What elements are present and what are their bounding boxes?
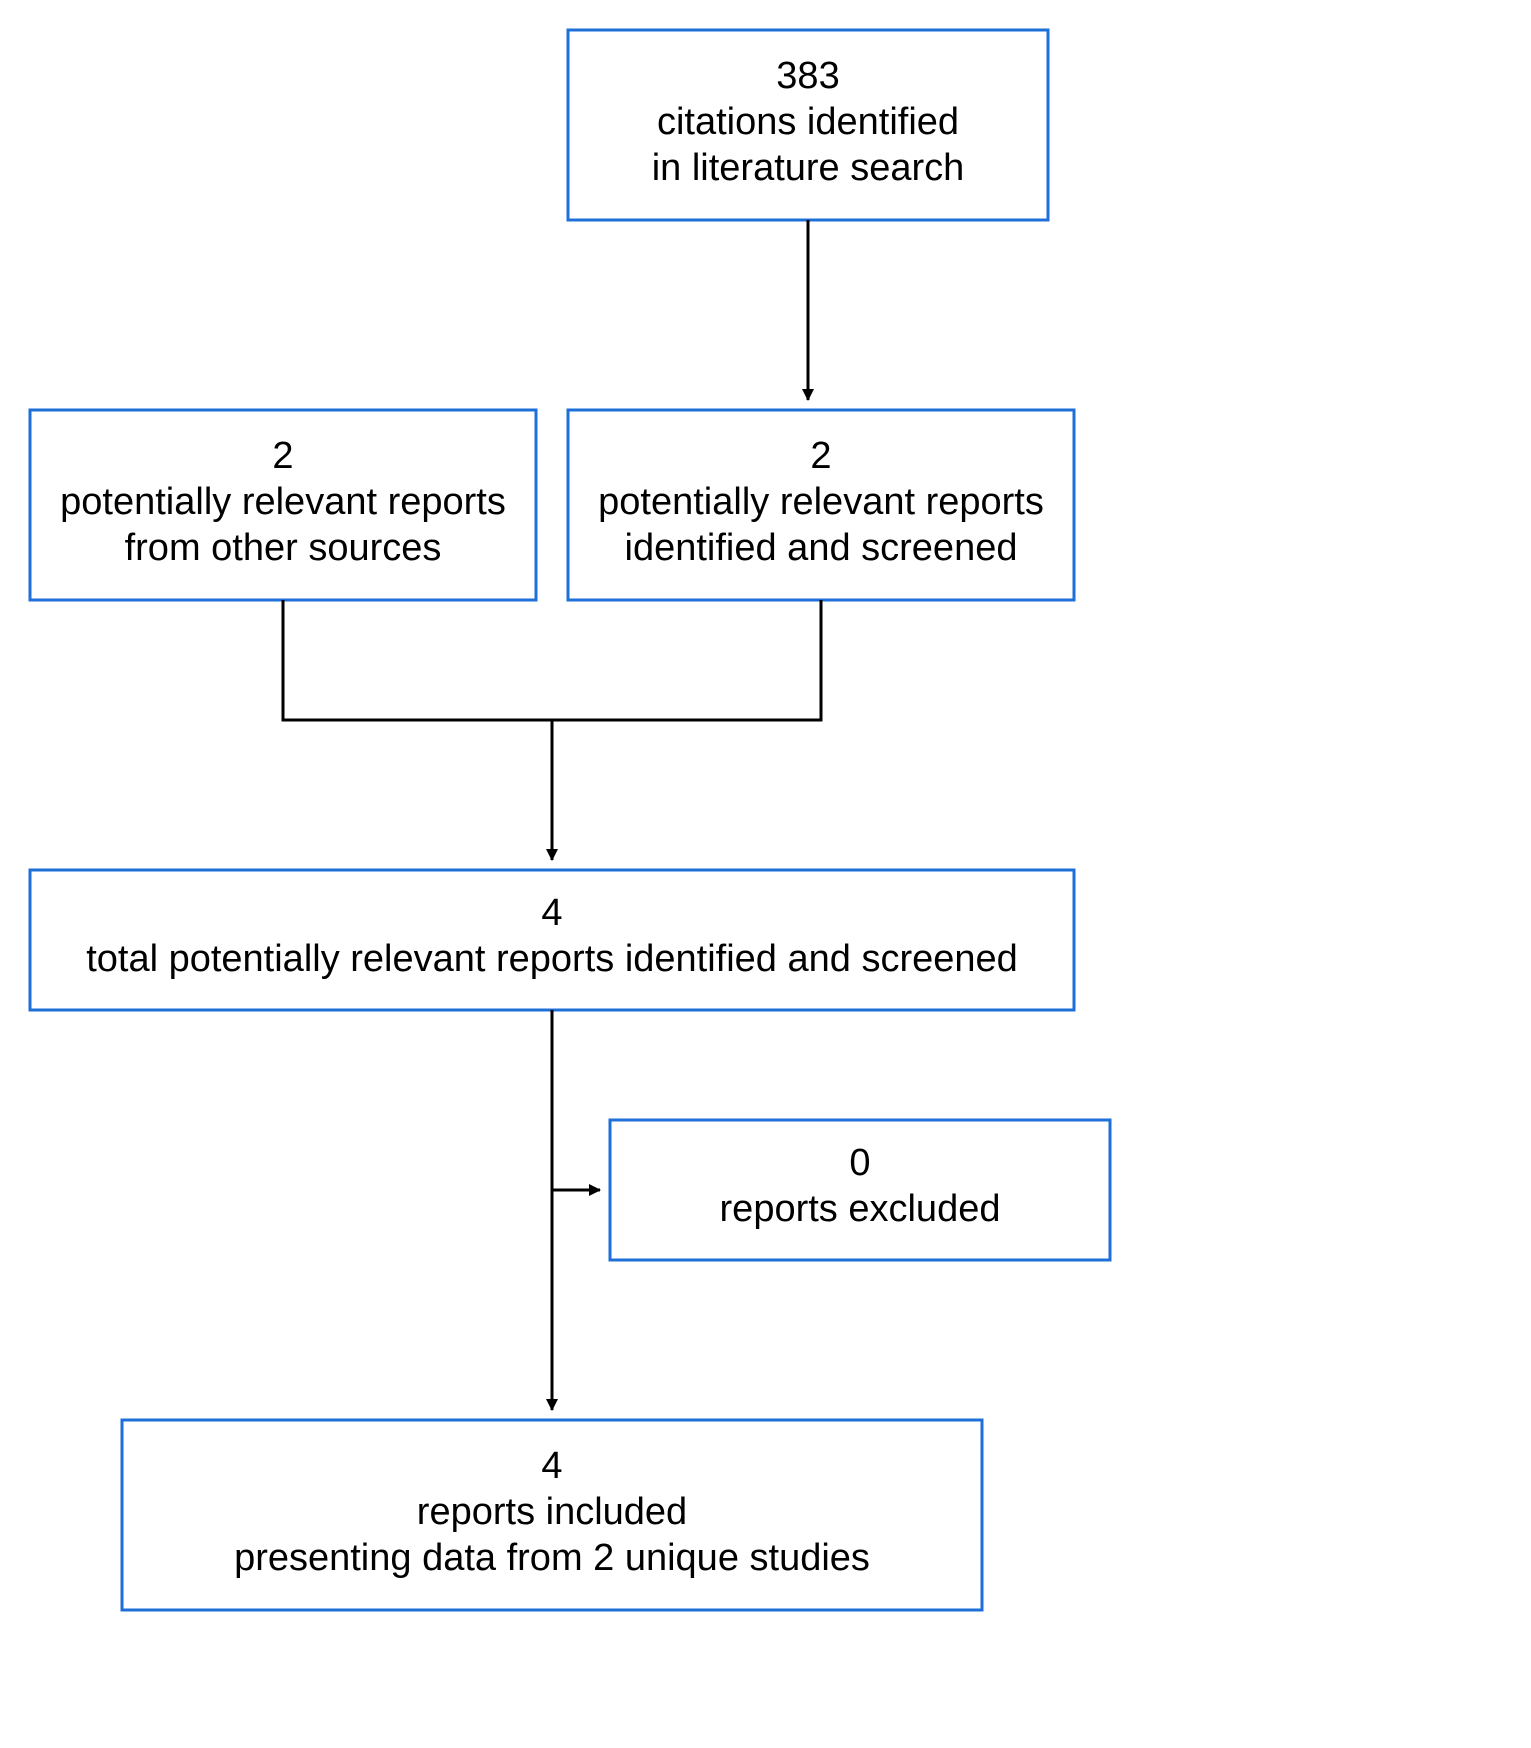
node-excluded: 0 reports excluded — [610, 1120, 1110, 1260]
node-number: 383 — [776, 55, 839, 97]
node-number: 0 — [849, 1142, 870, 1184]
node-line1: potentially relevant reports — [598, 481, 1044, 523]
node-line1: reports included — [417, 1491, 687, 1533]
node-number: 4 — [541, 1445, 562, 1487]
edge-screened-to-merge — [552, 600, 821, 720]
node-number: 2 — [810, 435, 831, 477]
flowchart-diagram: 383 citations identified in literature s… — [0, 0, 1531, 1748]
node-screened: 2 potentially relevant reports identifie… — [568, 410, 1074, 600]
node-line1: reports excluded — [720, 1188, 1001, 1230]
node-number: 4 — [541, 892, 562, 934]
node-total: 4 total potentially relevant reports ide… — [30, 870, 1074, 1010]
node-line1: total potentially relevant reports ident… — [86, 938, 1018, 980]
node-citations: 383 citations identified in literature s… — [568, 30, 1048, 220]
node-other-sources: 2 potentially relevant reports from othe… — [30, 410, 536, 600]
node-line1: citations identified — [657, 101, 959, 143]
node-line2: in literature search — [652, 147, 965, 189]
node-number: 2 — [272, 435, 293, 477]
node-line2: from other sources — [125, 527, 442, 569]
node-included: 4 reports included presenting data from … — [122, 1420, 982, 1610]
edge-other-to-merge — [283, 600, 552, 720]
node-line2: presenting data from 2 unique studies — [234, 1537, 870, 1579]
node-line1: potentially relevant reports — [60, 481, 506, 523]
node-line2: identified and screened — [625, 527, 1018, 569]
